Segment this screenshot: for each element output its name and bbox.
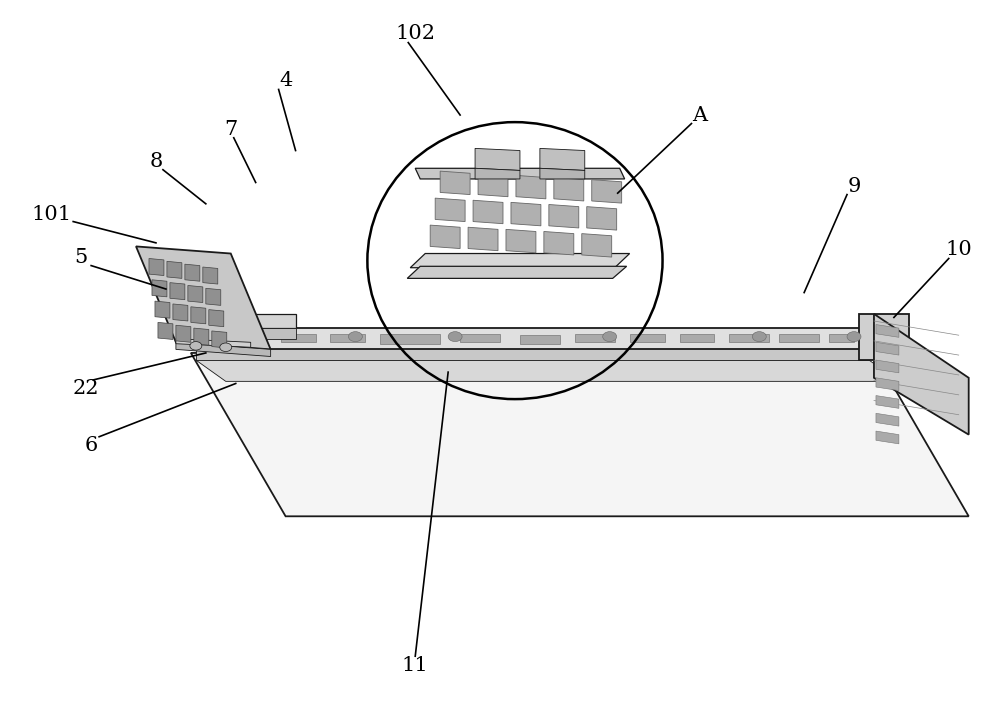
Polygon shape xyxy=(473,200,503,224)
Polygon shape xyxy=(158,322,173,339)
Polygon shape xyxy=(185,265,200,281)
Polygon shape xyxy=(874,314,969,435)
Polygon shape xyxy=(136,247,271,349)
Bar xyxy=(330,334,365,342)
Polygon shape xyxy=(173,304,188,321)
Polygon shape xyxy=(540,168,585,179)
Polygon shape xyxy=(152,279,167,297)
Polygon shape xyxy=(188,285,203,302)
Polygon shape xyxy=(475,148,520,170)
Polygon shape xyxy=(170,282,185,299)
Polygon shape xyxy=(876,431,899,444)
Bar xyxy=(281,334,316,342)
Polygon shape xyxy=(876,378,899,391)
Text: 22: 22 xyxy=(73,379,99,398)
Polygon shape xyxy=(582,234,612,257)
Bar xyxy=(216,334,266,342)
Polygon shape xyxy=(155,301,170,318)
Text: 102: 102 xyxy=(395,24,435,43)
Polygon shape xyxy=(149,259,164,275)
Text: A: A xyxy=(692,106,707,125)
Polygon shape xyxy=(876,342,899,355)
Circle shape xyxy=(752,332,766,342)
Bar xyxy=(680,334,714,342)
Polygon shape xyxy=(196,360,899,381)
Bar xyxy=(575,334,615,342)
Polygon shape xyxy=(196,328,869,349)
Polygon shape xyxy=(876,414,899,426)
Polygon shape xyxy=(206,288,221,305)
Polygon shape xyxy=(478,173,508,197)
Polygon shape xyxy=(506,230,536,253)
Polygon shape xyxy=(212,331,227,348)
Polygon shape xyxy=(196,328,296,339)
Text: 8: 8 xyxy=(149,152,163,170)
Polygon shape xyxy=(196,314,296,328)
Polygon shape xyxy=(440,171,470,195)
Bar xyxy=(460,334,500,342)
Polygon shape xyxy=(876,324,899,337)
Polygon shape xyxy=(435,198,465,222)
Text: 4: 4 xyxy=(279,71,292,91)
Polygon shape xyxy=(511,202,541,226)
Polygon shape xyxy=(415,168,625,179)
Bar xyxy=(829,334,854,342)
Circle shape xyxy=(348,332,362,342)
Circle shape xyxy=(190,342,202,350)
Polygon shape xyxy=(592,180,622,203)
Polygon shape xyxy=(194,328,209,345)
Bar xyxy=(729,334,769,342)
Text: 101: 101 xyxy=(31,205,71,224)
Polygon shape xyxy=(176,325,191,342)
Polygon shape xyxy=(544,232,574,255)
Text: 5: 5 xyxy=(75,247,88,267)
Polygon shape xyxy=(407,266,627,278)
Text: 7: 7 xyxy=(224,120,237,139)
Bar xyxy=(779,334,819,342)
Polygon shape xyxy=(516,175,546,199)
Polygon shape xyxy=(876,396,899,409)
Text: 6: 6 xyxy=(85,436,98,455)
Polygon shape xyxy=(176,342,271,356)
Polygon shape xyxy=(209,309,224,327)
Bar xyxy=(630,334,665,342)
Text: 9: 9 xyxy=(847,177,861,195)
Polygon shape xyxy=(430,225,460,249)
Polygon shape xyxy=(549,205,579,228)
Polygon shape xyxy=(410,254,630,267)
Polygon shape xyxy=(191,307,206,324)
Polygon shape xyxy=(876,360,899,373)
Polygon shape xyxy=(167,262,182,278)
Circle shape xyxy=(847,332,861,342)
Circle shape xyxy=(603,332,617,342)
Bar xyxy=(380,334,440,344)
Polygon shape xyxy=(859,314,909,360)
Polygon shape xyxy=(554,178,584,201)
Bar xyxy=(520,335,560,344)
Circle shape xyxy=(242,332,256,342)
Polygon shape xyxy=(191,353,969,516)
Polygon shape xyxy=(475,168,520,179)
Polygon shape xyxy=(196,349,869,360)
Polygon shape xyxy=(468,227,498,251)
Text: 11: 11 xyxy=(402,656,429,675)
Polygon shape xyxy=(176,339,251,347)
Polygon shape xyxy=(540,148,585,170)
Text: 10: 10 xyxy=(945,240,972,260)
Polygon shape xyxy=(203,267,218,284)
Circle shape xyxy=(220,343,232,352)
Circle shape xyxy=(448,332,462,342)
Polygon shape xyxy=(587,207,617,230)
